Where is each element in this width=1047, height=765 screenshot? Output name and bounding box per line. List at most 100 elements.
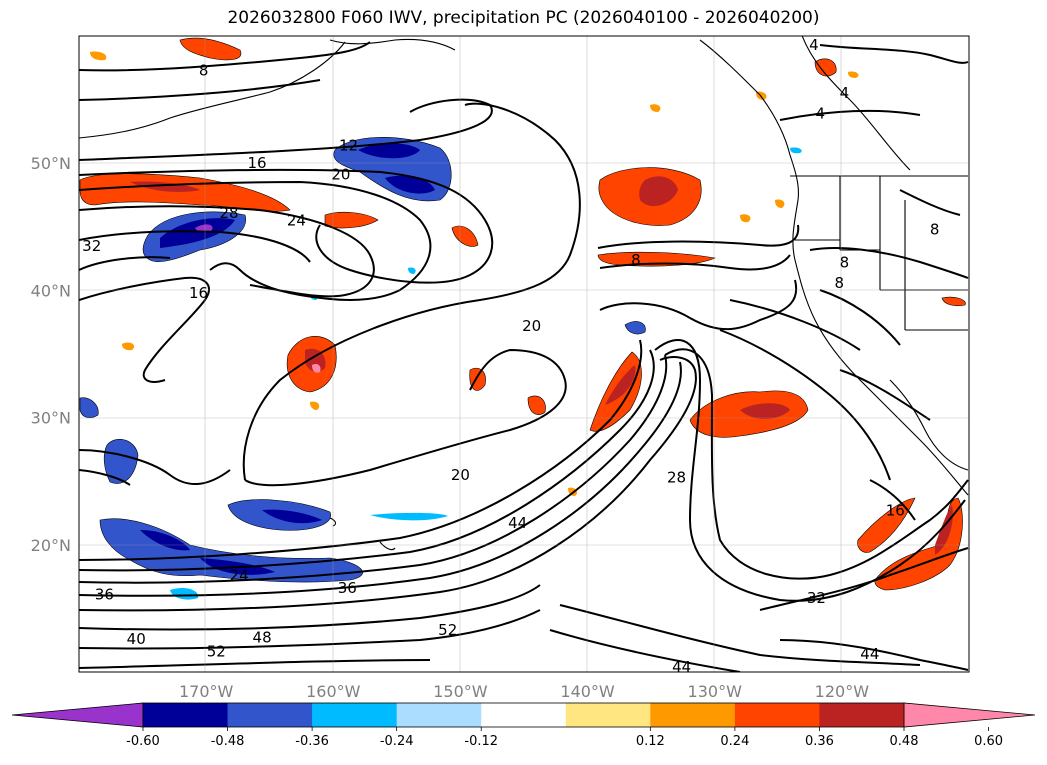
- grid-lines: [79, 36, 969, 672]
- iwv-contour-line: [79, 609, 541, 650]
- precip-positive-area: [848, 71, 859, 78]
- precip-negative-area: [103, 438, 139, 484]
- precip-positive-area: [740, 403, 790, 420]
- contour-label: 24: [230, 566, 249, 584]
- contour-label: 36: [95, 585, 114, 603]
- longitude-label: 170°W: [179, 682, 234, 701]
- precip-positive-area: [527, 395, 546, 415]
- iwv-contour-line: [79, 469, 131, 486]
- coastline: [801, 36, 911, 171]
- iwv-contour-line: [599, 279, 798, 331]
- precip-negative-area: [262, 509, 322, 524]
- iwv-contour-line: [664, 348, 969, 580]
- precip-positive-area: [605, 365, 636, 405]
- iwv-contour-line: [779, 109, 921, 121]
- contour-label: 4: [840, 84, 850, 102]
- precipitation-shading: [79, 37, 966, 600]
- contour-label: 8: [993, 196, 1003, 214]
- colorbar-segment: [312, 703, 398, 727]
- map-title: 2026032800 F060 IWV, precipitation PC (2…: [227, 8, 820, 28]
- contour-label-bg: [972, 45, 987, 63]
- contour-label-bg: [991, 195, 1006, 213]
- iwv-contour-line: [244, 348, 567, 487]
- precip-positive-area: [650, 104, 661, 112]
- contour-label: 40: [127, 630, 146, 648]
- iwv-contour-line: [719, 329, 891, 481]
- coastline: [379, 541, 396, 551]
- iwv-contour-line: [79, 349, 655, 572]
- precip-positive-area: [857, 497, 916, 553]
- contour-label: 28: [219, 204, 238, 222]
- precip-positive-area: [312, 363, 321, 373]
- coastline: [329, 38, 456, 51]
- longitude-label: 140°W: [560, 682, 615, 701]
- iwv-contour-line: [899, 189, 961, 216]
- iwv-contour-line: [869, 479, 916, 521]
- colorbar-segment: [734, 703, 820, 727]
- precip-positive-area: [179, 37, 242, 61]
- precip-positive-area: [814, 58, 837, 77]
- longitude-label: 120°W: [815, 682, 870, 701]
- iwv-contour-line: [79, 205, 375, 298]
- colorbar-segment: [650, 703, 736, 727]
- precip-positive-area: [775, 199, 785, 208]
- colorbar-label: 0.36: [805, 734, 834, 749]
- state-border: [879, 176, 968, 331]
- contour-label: 52: [207, 643, 226, 661]
- contour-label: 20: [522, 317, 541, 335]
- precip-positive-area: [941, 296, 966, 307]
- iwv-contour-line: [79, 256, 171, 271]
- iwv-contour-line: [549, 629, 741, 672]
- contour-label: 8: [930, 220, 940, 238]
- latitude-label: 50°N: [31, 154, 71, 173]
- contour-label: 20: [451, 466, 470, 484]
- colorbar-label: -0.24: [380, 734, 414, 749]
- precip-positive-area: [310, 401, 320, 410]
- colorbar-segment: [565, 703, 651, 727]
- precip-positive-area: [740, 214, 751, 223]
- latitude-label: 40°N: [31, 281, 71, 300]
- colorbar-label: 0.48: [890, 734, 919, 749]
- contour-label: 4: [815, 105, 825, 123]
- iwv-contour-line: [79, 659, 431, 669]
- colorbar-extend-high: [903, 702, 1036, 728]
- contour-label: 4: [809, 36, 819, 54]
- coastline: [889, 379, 969, 471]
- contour-label: 44: [672, 658, 691, 676]
- precip-negative-area: [160, 218, 235, 248]
- iwv-contour-line: [242, 102, 581, 481]
- contour-label: 44: [860, 645, 879, 663]
- precip-negative-area: [358, 143, 420, 159]
- iwv-contour-line: [79, 449, 231, 486]
- precip-positive-area: [451, 225, 479, 247]
- iwv-contour-line: [759, 547, 969, 611]
- contour-label: 8: [631, 251, 641, 269]
- precip-positive-area: [935, 505, 953, 555]
- iwv-contour-line: [654, 339, 966, 602]
- iwv-contour-line: [79, 230, 311, 263]
- colorbar-label: 0.60: [974, 734, 1003, 749]
- precip-positive-area: [122, 342, 135, 351]
- iwv-contour-line: [79, 354, 668, 584]
- contour-label: 32: [82, 237, 101, 255]
- colorbar-segment: [396, 703, 482, 727]
- coastlines: [79, 36, 969, 551]
- precip-negative-area: [624, 321, 646, 335]
- contour-label: 4: [974, 46, 984, 64]
- latitude-label: 20°N: [31, 536, 71, 555]
- contour-label: 24: [287, 211, 306, 229]
- coastline: [329, 517, 337, 527]
- iwv-contour-line: [779, 639, 969, 671]
- state-border: [795, 176, 880, 251]
- colorbar-segment: [143, 703, 229, 727]
- latitude-labels: 50°N 40°N 30°N 20°N: [31, 154, 71, 555]
- iwv-contour-line: [79, 339, 643, 561]
- iwv-contour-line: [79, 356, 697, 612]
- colorbar-label: 0.24: [720, 734, 749, 749]
- coastline: [79, 41, 346, 139]
- colorbar-segment: [819, 703, 905, 727]
- iwv-contour-line: [79, 79, 321, 101]
- contour-label: 16: [886, 501, 905, 519]
- iwv-contour-line: [79, 168, 494, 284]
